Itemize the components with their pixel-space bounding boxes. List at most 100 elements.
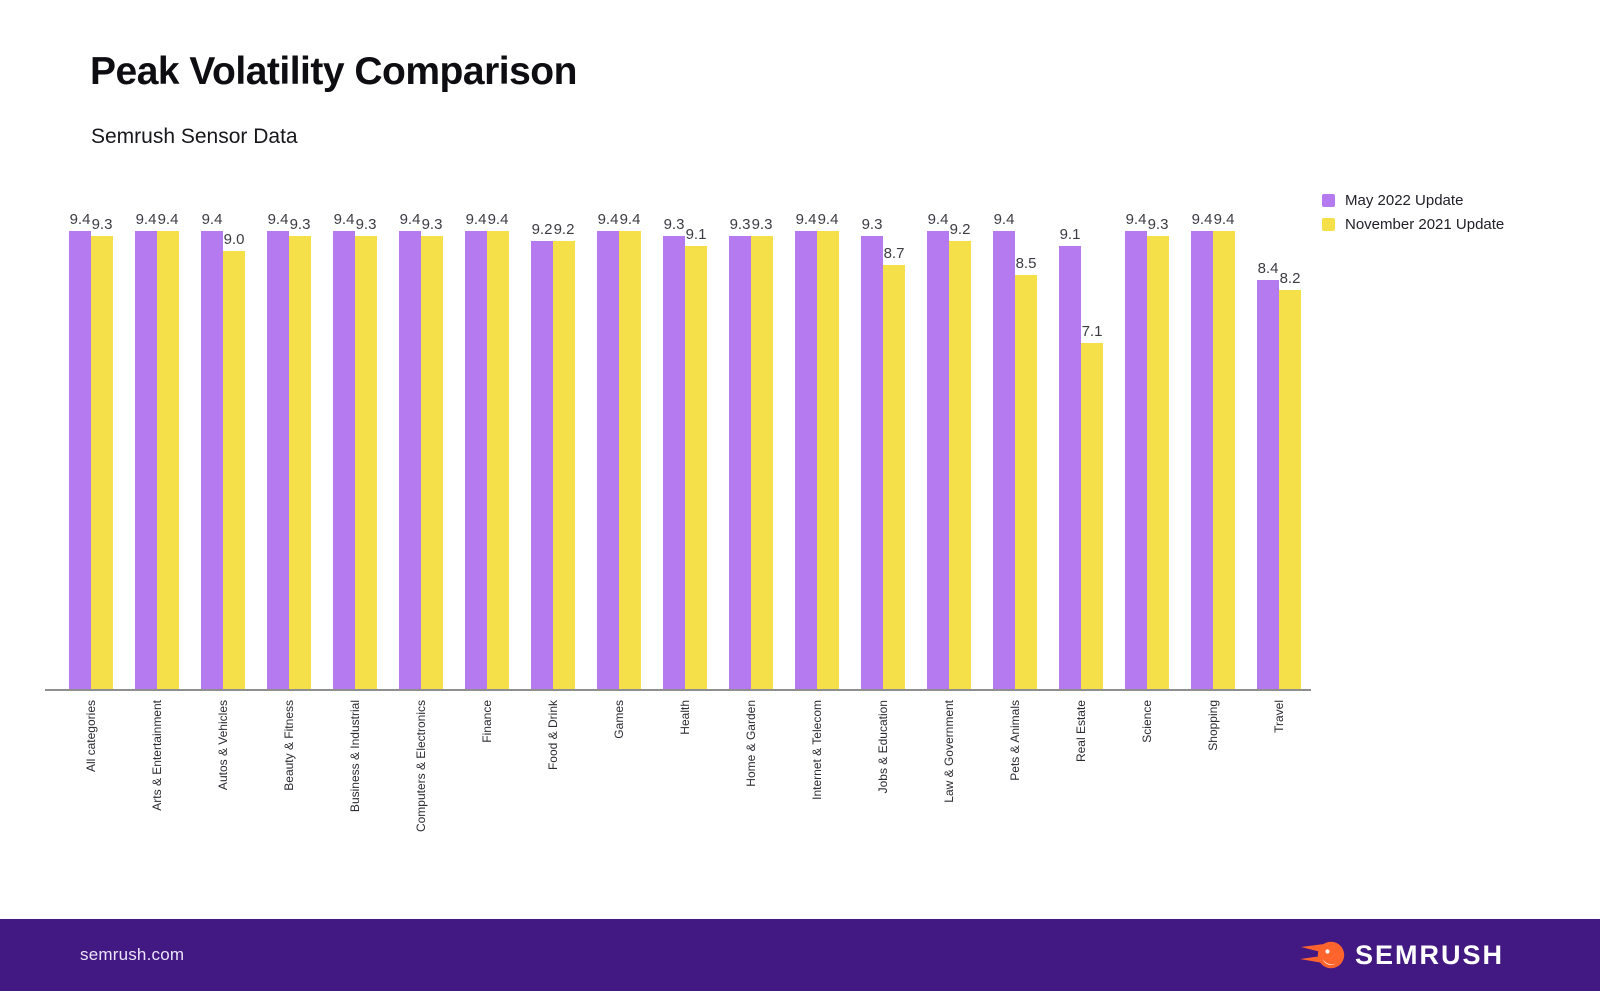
- legend-swatch-may-2022: [1322, 194, 1335, 207]
- bar-november-2021: 9.3: [421, 216, 443, 690]
- category-group: 9.4 9.3 Science: [1125, 211, 1169, 743]
- bar-may-2022: 8.4: [1257, 260, 1279, 690]
- category-group: 9.4 9.3 Business & Industrial: [333, 211, 377, 812]
- bar-november-2021: 9.2: [553, 221, 575, 690]
- bar-value-label: 9.4: [1125, 211, 1147, 228]
- bar-value-label: 8.7: [883, 245, 905, 263]
- semrush-logo: SEMRUSH: [1299, 937, 1504, 973]
- legend: May 2022 Update November 2021 Update: [1322, 192, 1504, 233]
- category-label: Internet & Telecom: [810, 700, 824, 800]
- bar-value-label: 9.3: [289, 215, 311, 233]
- bar-november-2021: 9.4: [817, 211, 839, 690]
- bar-november-2021: 8.7: [883, 245, 905, 690]
- bar-value-label: 9.4: [487, 211, 509, 228]
- bar-may-2022: 9.4: [465, 211, 487, 690]
- category-group: 9.4 9.0 Autos & Vehicles: [201, 211, 245, 790]
- bar-value-label: 9.4: [795, 211, 817, 228]
- bar-may-2022: 9.4: [69, 211, 91, 690]
- bar-value-label: 9.4: [619, 211, 641, 228]
- chart-subtitle: Semrush Sensor Data: [91, 125, 298, 148]
- bar-may-2022: 9.4: [795, 211, 817, 690]
- bar-value-label: 9.3: [355, 215, 377, 233]
- bar-value-label: 9.4: [135, 211, 157, 228]
- bar-november-2021: 8.2: [1279, 270, 1301, 690]
- bar-value-label: 9.2: [553, 220, 575, 238]
- category-group: 9.4 9.4 Games: [597, 211, 641, 739]
- legend-item-november-2021: November 2021 Update: [1322, 216, 1504, 233]
- category-group: 9.4 9.4 Internet & Telecom: [795, 211, 839, 800]
- bar-may-2022: 9.4: [1125, 211, 1147, 690]
- category-label: Finance: [480, 700, 494, 743]
- category-label: Games: [612, 700, 626, 739]
- semrush-logo-text: SEMRUSH: [1354, 939, 1504, 970]
- category-label: Health: [678, 700, 692, 735]
- bar-value-label: 9.4: [157, 211, 179, 228]
- bar-value-label: 9.4: [69, 211, 91, 228]
- bar-value-label: 8.4: [1257, 259, 1279, 277]
- category-label: Pets & Animals: [1008, 700, 1022, 781]
- category-group: 9.4 9.2 Law & Government: [927, 211, 971, 803]
- bar-may-2022: 9.1: [1059, 226, 1081, 690]
- category-label: Food & Drink: [546, 700, 560, 771]
- bar-value-label: 9.3: [421, 215, 443, 233]
- category-group: 9.3 9.3 Home & Garden: [729, 216, 773, 787]
- bar-november-2021: 9.3: [751, 216, 773, 690]
- bar-may-2022: 9.4: [993, 211, 1015, 690]
- bar-may-2022: 9.2: [531, 221, 553, 690]
- bar-november-2021: 9.0: [223, 231, 245, 690]
- bar-value-label: 9.1: [685, 225, 707, 243]
- footer-site-url: semrush.com: [80, 945, 185, 964]
- bar-november-2021: 7.1: [1081, 323, 1103, 690]
- bar-value-label: 9.4: [993, 211, 1015, 228]
- bar-value-label: 9.2: [949, 220, 971, 238]
- bar-may-2022: 9.4: [135, 211, 157, 690]
- bar-value-label: 9.3: [729, 215, 751, 233]
- bar-value-label: 9.0: [223, 230, 245, 248]
- legend-item-may-2022: May 2022 Update: [1322, 192, 1504, 209]
- bar-november-2021: 9.3: [91, 216, 113, 690]
- bar-value-label: 7.1: [1081, 323, 1103, 341]
- legend-label: November 2021 Update: [1345, 216, 1505, 233]
- bar-november-2021: 9.3: [1147, 216, 1169, 690]
- bar-may-2022: 9.3: [729, 216, 751, 690]
- bar-value-label: 8.2: [1279, 269, 1301, 287]
- bar-may-2022: 9.3: [663, 216, 685, 690]
- bar-value-label: 9.2: [531, 220, 553, 238]
- category-label: Jobs & Education: [876, 700, 890, 794]
- category-label: All categories: [84, 700, 98, 773]
- bar-november-2021: 9.3: [289, 216, 311, 690]
- category-label: Autos & Vehicles: [216, 700, 230, 791]
- category-label: Business & Industrial: [348, 700, 362, 813]
- bar-value-label: 9.1: [1059, 225, 1081, 243]
- category-group: 9.4 9.4 Finance: [465, 211, 509, 743]
- bar-november-2021: 9.4: [487, 211, 509, 690]
- bar-value-label: 9.4: [333, 211, 355, 228]
- bar-value-label: 9.3: [751, 215, 773, 233]
- category-label: Science: [1140, 700, 1154, 743]
- bar-value-label: 9.4: [927, 211, 949, 228]
- bar-value-label: 9.4: [1213, 211, 1235, 228]
- bar-value-label: 9.4: [399, 211, 421, 228]
- bar-november-2021: 9.1: [685, 226, 707, 690]
- legend-swatch-november-2021: [1322, 218, 1335, 231]
- category-group: 9.2 9.2 Food & Drink: [531, 221, 575, 770]
- bar-value-label: 9.4: [817, 211, 839, 228]
- bar-november-2021: 9.3: [355, 216, 377, 690]
- bar-november-2021: 9.2: [949, 221, 971, 690]
- bar-november-2021: 9.4: [157, 211, 179, 690]
- category-label: Computers & Electronics: [414, 700, 428, 833]
- category-group: 9.4 9.3 All categories: [69, 211, 113, 772]
- bar-value-label: 9.4: [267, 211, 289, 228]
- category-label: Law & Government: [942, 700, 956, 803]
- category-group: 8.4 8.2 Travel: [1257, 231, 1301, 733]
- category-label: Travel: [1272, 700, 1286, 733]
- category-group: 9.4 8.5 Pets & Animals: [993, 211, 1037, 781]
- chart-title: Peak Volatility Comparison: [90, 50, 577, 93]
- category-label: Home & Garden: [744, 700, 758, 787]
- legend-label: May 2022 Update: [1345, 192, 1464, 209]
- category-label: Real Estate: [1074, 700, 1088, 763]
- bar-value-label: 8.5: [1015, 254, 1037, 272]
- bar-may-2022: 9.3: [861, 216, 883, 690]
- bar-may-2022: 9.4: [267, 211, 289, 690]
- category-label: Beauty & Fitness: [282, 700, 296, 791]
